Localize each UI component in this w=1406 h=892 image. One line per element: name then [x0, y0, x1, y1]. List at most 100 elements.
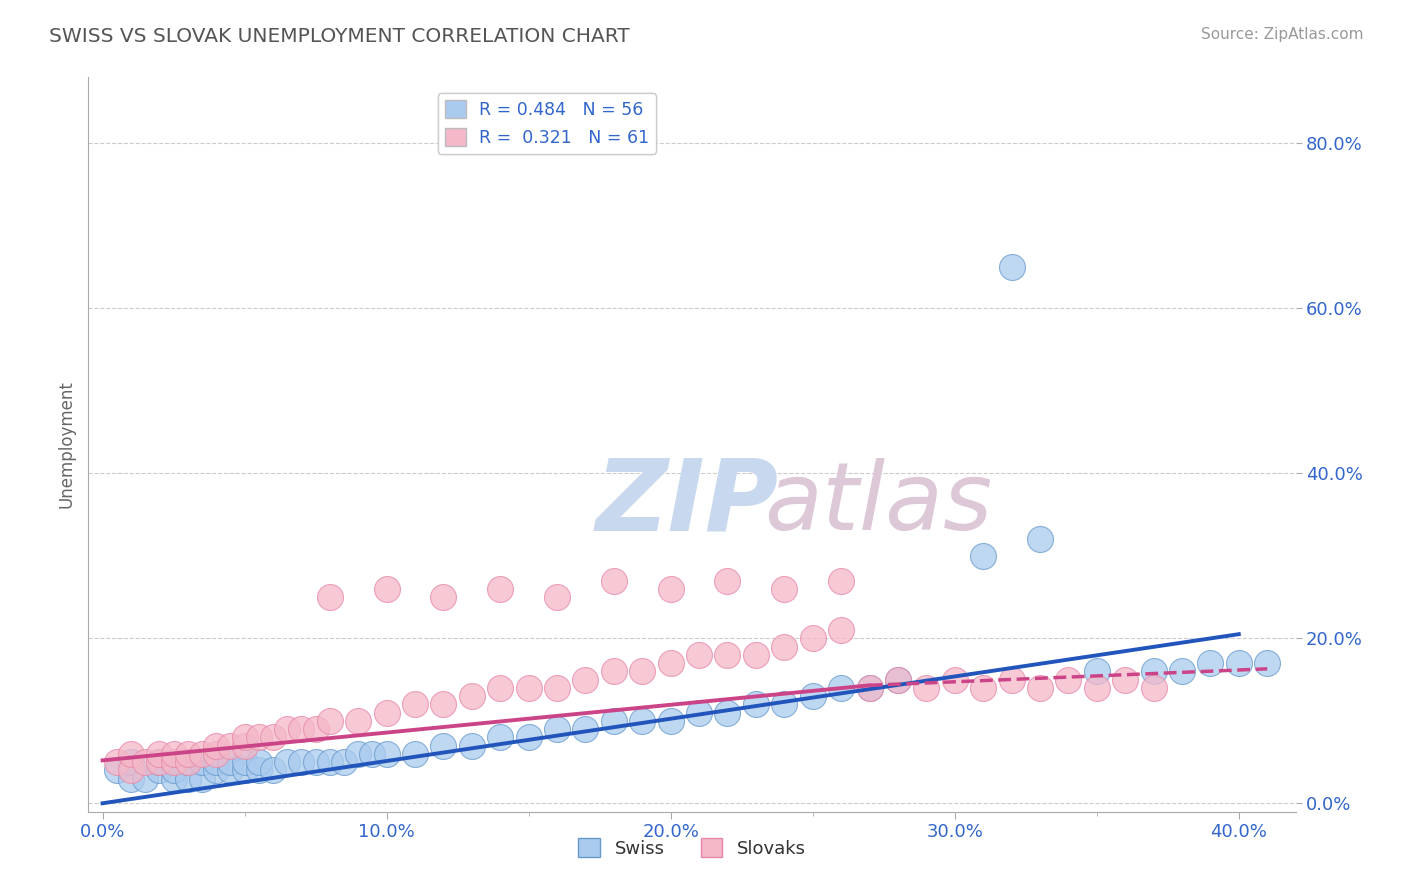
Point: [1085, 665, 1108, 679]
Point: [233, 755, 256, 769]
Point: [1057, 673, 1080, 687]
Point: [887, 673, 910, 687]
Point: [404, 747, 426, 761]
Point: [233, 764, 256, 778]
Point: [716, 706, 738, 720]
Point: [347, 747, 370, 761]
Point: [546, 590, 568, 604]
Point: [120, 755, 142, 769]
Point: [432, 739, 454, 753]
Point: [461, 689, 484, 703]
Legend: R = 0.484   N = 56, R =  0.321   N = 61: R = 0.484 N = 56, R = 0.321 N = 61: [437, 94, 657, 153]
Point: [276, 755, 298, 769]
Point: [219, 739, 242, 753]
Point: [801, 632, 824, 646]
Point: [205, 747, 228, 761]
Point: [1000, 673, 1022, 687]
Point: [1256, 656, 1278, 670]
Point: [546, 722, 568, 736]
Point: [1029, 681, 1052, 695]
Point: [205, 764, 228, 778]
Point: [361, 747, 384, 761]
Point: [943, 673, 966, 687]
Point: [574, 673, 596, 687]
Point: [262, 764, 284, 778]
Point: [801, 689, 824, 703]
Text: atlas: atlas: [765, 458, 993, 549]
Point: [631, 665, 654, 679]
Point: [546, 681, 568, 695]
Point: [745, 648, 768, 662]
Point: [1142, 681, 1164, 695]
Point: [333, 755, 356, 769]
Point: [375, 747, 398, 761]
Point: [162, 755, 184, 769]
Point: [432, 698, 454, 712]
Point: [177, 772, 200, 786]
Point: [233, 739, 256, 753]
Point: [219, 755, 242, 769]
Point: [1000, 260, 1022, 274]
Point: [773, 582, 796, 596]
Point: [290, 755, 312, 769]
Point: [1171, 665, 1194, 679]
Point: [887, 673, 910, 687]
Point: [972, 681, 994, 695]
Point: [404, 698, 426, 712]
Point: [148, 755, 170, 769]
Point: [432, 590, 454, 604]
Point: [659, 656, 682, 670]
Text: ZIP: ZIP: [595, 455, 779, 552]
Point: [290, 722, 312, 736]
Point: [375, 582, 398, 596]
Point: [489, 681, 512, 695]
Point: [219, 764, 242, 778]
Point: [1199, 656, 1222, 670]
Point: [830, 681, 852, 695]
Point: [830, 623, 852, 637]
Point: [148, 764, 170, 778]
Point: [631, 714, 654, 728]
Point: [517, 681, 540, 695]
Point: [1227, 656, 1250, 670]
Point: [120, 747, 142, 761]
Point: [162, 747, 184, 761]
Point: [276, 722, 298, 736]
Point: [304, 722, 326, 736]
Text: Source: ZipAtlas.com: Source: ZipAtlas.com: [1201, 27, 1364, 42]
Point: [489, 582, 512, 596]
Point: [162, 772, 184, 786]
Point: [177, 747, 200, 761]
Point: [603, 574, 626, 588]
Point: [177, 755, 200, 769]
Point: [603, 714, 626, 728]
Point: [105, 755, 128, 769]
Point: [191, 755, 214, 769]
Point: [688, 706, 710, 720]
Y-axis label: Unemployment: Unemployment: [58, 381, 75, 508]
Point: [659, 714, 682, 728]
Point: [134, 755, 156, 769]
Point: [1029, 533, 1052, 547]
Point: [247, 755, 270, 769]
Point: [375, 706, 398, 720]
Point: [1142, 665, 1164, 679]
Point: [773, 640, 796, 654]
Point: [319, 714, 342, 728]
Point: [688, 648, 710, 662]
Point: [134, 772, 156, 786]
Point: [319, 590, 342, 604]
Point: [517, 731, 540, 745]
Point: [915, 681, 938, 695]
Point: [745, 698, 768, 712]
Point: [262, 731, 284, 745]
Point: [120, 764, 142, 778]
Point: [347, 714, 370, 728]
Point: [1114, 673, 1136, 687]
Point: [247, 731, 270, 745]
Point: [830, 574, 852, 588]
Point: [659, 582, 682, 596]
Point: [858, 681, 880, 695]
Point: [1085, 681, 1108, 695]
Point: [205, 739, 228, 753]
